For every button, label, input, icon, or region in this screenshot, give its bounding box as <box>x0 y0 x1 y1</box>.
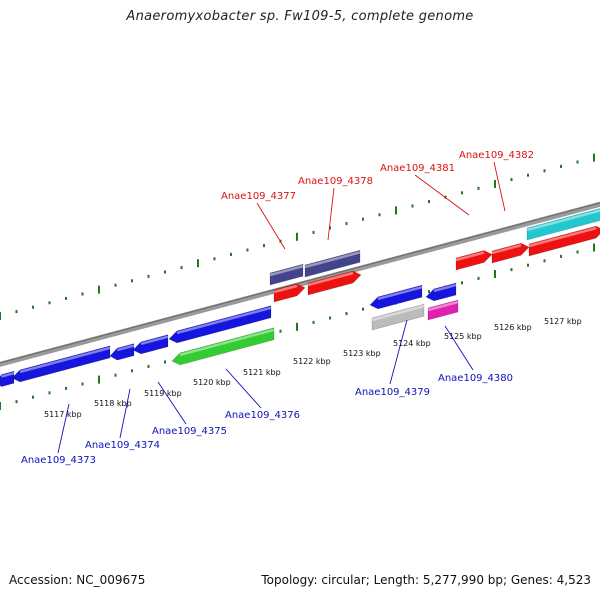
backbone-line-edge <box>0 202 600 364</box>
label-anae109-4379[interactable]: Anae109_4379 <box>355 319 430 398</box>
red-gene-c[interactable] <box>455 250 493 271</box>
blue-gene-d[interactable] <box>132 334 169 355</box>
magenta-gene[interactable] <box>427 299 459 321</box>
kbp-tick-label: 5126 kbp <box>494 323 532 332</box>
kbp-tick-label: 5124 kbp <box>393 339 431 348</box>
leader-line <box>225 368 262 409</box>
label-anae109-4381[interactable]: Anae109_4381 <box>380 163 470 216</box>
navy-gene-a[interactable] <box>269 263 304 286</box>
genome-title: Anaeromyxobacter sp. Fw109-5, complete g… <box>126 9 474 24</box>
gene-label-text: Anae109_4379 <box>355 387 430 398</box>
gene-label-text: Anae109_4373 <box>21 455 96 466</box>
leader-line <box>256 202 286 250</box>
kbp-tick-label: 5118 kbp <box>94 399 132 408</box>
genome-stats-text: Topology: circular; Length: 5,277,990 bp… <box>261 573 591 587</box>
backbone-line <box>0 201 600 367</box>
accession-text: Accession: NC_009675 <box>9 573 146 587</box>
kbp-tick-label: 5119 kbp <box>144 389 182 398</box>
kbp-tick-label: 5125 kbp <box>444 332 482 341</box>
gene-label-text: Anae109_4374 <box>85 440 160 451</box>
kbp-tick-labels: 5117 kbp 5118 kbp 5119 kbp 5120 kbp 5121 kbp… <box>44 317 582 419</box>
kbp-tick-label: 5121 kbp <box>243 368 281 377</box>
genome-backbone <box>0 201 600 367</box>
gene-label-layer: Anae109_4373 Anae109_4374 Anae109_4375 Anae… <box>21 150 534 466</box>
red-gene-a[interactable] <box>273 283 306 303</box>
gene-label-text: Anae109_4378 <box>298 176 373 187</box>
gene-label-text: Anae109_4377 <box>221 191 296 202</box>
red-gene-d[interactable] <box>491 242 530 264</box>
label-anae109-4376[interactable]: Anae109_4376 <box>225 368 300 421</box>
upper-tick-track <box>0 153 595 320</box>
blue-gene-b[interactable] <box>11 345 111 383</box>
label-anae109-4380[interactable]: Anae109_4380 <box>438 325 513 384</box>
gene-label-text: Anae109_4382 <box>459 150 534 161</box>
kbp-tick-label: 5120 kbp <box>193 378 231 387</box>
blue-gene-a[interactable] <box>0 370 15 387</box>
cyan-gene[interactable] <box>526 208 600 241</box>
red-gene-b[interactable] <box>307 270 362 296</box>
gene-track <box>0 208 600 387</box>
leader-line <box>414 174 470 216</box>
gene-label-text: Anae109_4376 <box>225 410 300 421</box>
leader-line <box>57 403 70 454</box>
leader-line <box>157 381 187 425</box>
blue-gene-g[interactable] <box>425 282 457 302</box>
gene-label-text: Anae109_4381 <box>380 163 455 174</box>
gene-label-text: Anae109_4380 <box>438 373 513 384</box>
red-gene-e[interactable] <box>528 225 600 257</box>
leader-line <box>327 187 335 241</box>
label-anae109-4374[interactable]: Anae109_4374 <box>85 388 160 451</box>
label-anae109-4373[interactable]: Anae109_4373 <box>21 403 96 466</box>
kbp-tick-label: 5127 kbp <box>544 317 582 326</box>
label-anae109-4378[interactable]: Anae109_4378 <box>298 176 373 241</box>
kbp-tick-label: 5117 kbp <box>44 410 82 419</box>
blue-gene-e[interactable] <box>168 305 272 344</box>
label-anae109-4382[interactable]: Anae109_4382 <box>459 150 534 212</box>
kbp-tick-label: 5123 kbp <box>343 349 381 358</box>
blue-gene-f[interactable] <box>369 284 423 310</box>
navy-gene-b[interactable] <box>304 249 361 278</box>
gray-gene[interactable] <box>371 303 425 331</box>
leader-line <box>389 319 408 385</box>
blue-gene-c[interactable] <box>109 343 135 361</box>
leader-line <box>119 388 131 439</box>
label-anae109-4375[interactable]: Anae109_4375 <box>152 381 227 437</box>
leader-line <box>444 325 474 371</box>
leader-line <box>493 161 506 212</box>
green-gene[interactable] <box>171 327 275 366</box>
gene-label-text: Anae109_4375 <box>152 426 227 437</box>
kbp-tick-label: 5122 kbp <box>293 357 331 366</box>
label-anae109-4377[interactable]: Anae109_4377 <box>221 191 296 250</box>
